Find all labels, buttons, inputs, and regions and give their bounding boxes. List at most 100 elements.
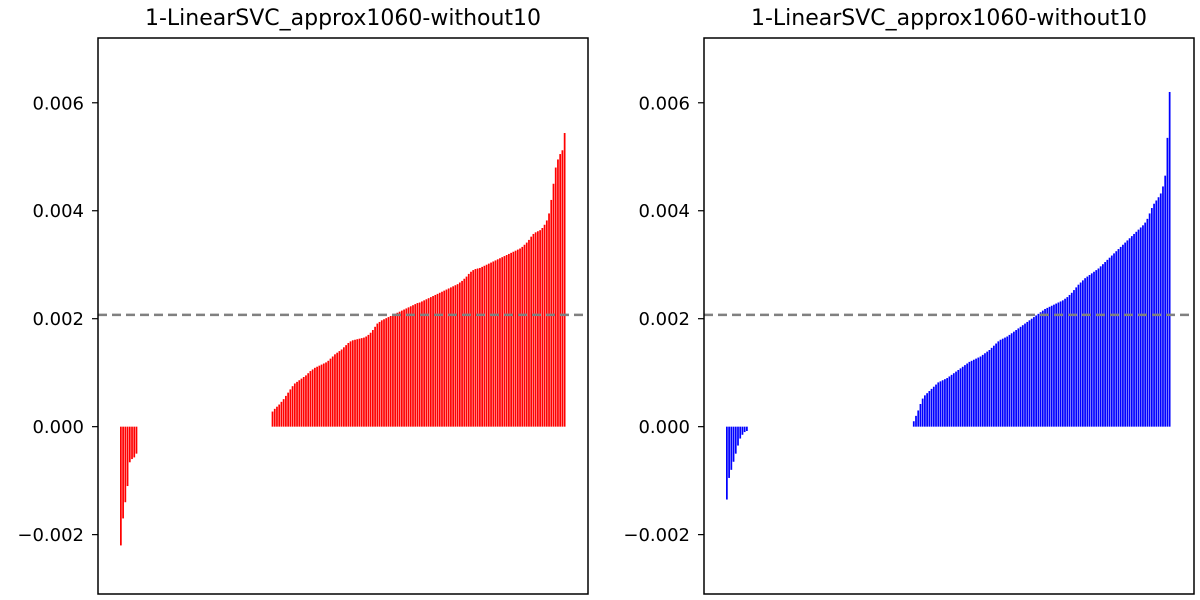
bar: [734, 426, 737, 454]
y-tick-label: −0.002: [623, 525, 690, 546]
bar: [1137, 229, 1140, 427]
bar: [1073, 290, 1075, 427]
bar: [479, 267, 481, 427]
bar: [351, 340, 354, 427]
bar: [1135, 231, 1138, 427]
bar: [966, 363, 969, 427]
bar: [492, 261, 495, 427]
bar: [327, 360, 330, 427]
bar: [944, 379, 946, 427]
bar: [387, 317, 390, 427]
bar: [1050, 305, 1053, 427]
bar: [964, 365, 966, 427]
bar: [1090, 273, 1093, 427]
bar: [1110, 255, 1113, 427]
bar: [1024, 323, 1026, 427]
bar: [510, 252, 512, 427]
bar: [1088, 274, 1091, 427]
bar: [939, 381, 942, 427]
bar: [1059, 301, 1062, 427]
bar: [318, 365, 321, 427]
bar: [1099, 266, 1102, 427]
bar: [746, 426, 748, 431]
bar: [1006, 336, 1009, 427]
bar: [378, 321, 381, 427]
bar: [537, 231, 539, 427]
bar: [436, 293, 439, 427]
bar: [133, 426, 136, 458]
bar: [1057, 302, 1060, 427]
chart-panel-left: −0.002 0.000 0.002 0.004 0.006 1-LinearSVC_ap…: [17, 6, 589, 595]
bar: [921, 398, 924, 427]
bar: [957, 369, 960, 427]
bar: [1015, 330, 1017, 427]
bar: [1113, 253, 1115, 427]
bar: [465, 276, 468, 427]
bar: [369, 332, 372, 427]
bar: [376, 323, 379, 427]
bar: [1077, 284, 1080, 427]
bar: [356, 339, 359, 427]
bar: [1115, 251, 1118, 427]
bar: [997, 341, 1000, 427]
bar: [539, 230, 541, 427]
bar: [447, 288, 450, 427]
bar: [463, 278, 466, 427]
bar: [1037, 313, 1040, 427]
bar: [354, 339, 356, 427]
bar: [959, 368, 962, 427]
bar: [1055, 303, 1058, 427]
bar: [1155, 200, 1158, 427]
bar: [737, 426, 739, 446]
bar: [347, 342, 350, 427]
bar: [1082, 280, 1084, 427]
bar: [135, 426, 138, 454]
bar: [505, 255, 508, 427]
y-tick-label: 0.002: [638, 309, 690, 330]
y-tick-label: 0.006: [32, 93, 84, 114]
bar: [514, 250, 517, 427]
bar: [1095, 270, 1098, 427]
y-tick-label: 0.006: [638, 93, 690, 114]
bar: [483, 265, 486, 427]
bar: [412, 305, 414, 427]
bar: [456, 284, 459, 427]
bar: [438, 292, 441, 427]
bar: [487, 263, 490, 427]
bar: [728, 426, 730, 478]
bar: [490, 262, 492, 427]
bar: [525, 242, 528, 427]
bars-right: [726, 91, 1171, 500]
bar: [305, 375, 307, 427]
bar: [563, 133, 566, 427]
bar: [550, 199, 553, 427]
bar: [548, 213, 550, 427]
bar: [545, 220, 548, 427]
bar: [743, 426, 746, 433]
bar: [561, 150, 564, 427]
bar: [296, 381, 298, 427]
bar: [968, 361, 971, 427]
y-tick-label: 0.004: [32, 201, 84, 222]
bar: [543, 224, 546, 427]
bar: [912, 421, 915, 427]
bar: [984, 353, 986, 427]
bar: [977, 357, 980, 427]
bar: [120, 426, 122, 546]
y-tick-label: 0.002: [32, 309, 84, 330]
bar: [732, 426, 735, 462]
bar: [530, 236, 533, 427]
bar: [128, 426, 131, 463]
bar: [1004, 337, 1006, 427]
bar: [452, 286, 455, 427]
bar: [278, 404, 281, 427]
bar: [302, 377, 305, 427]
bar: [541, 228, 544, 427]
bar: [1093, 271, 1095, 427]
bar: [363, 337, 365, 427]
bar: [494, 260, 497, 427]
bar: [988, 350, 991, 427]
bar: [407, 307, 410, 427]
y-tick-label: 0.000: [32, 417, 84, 438]
